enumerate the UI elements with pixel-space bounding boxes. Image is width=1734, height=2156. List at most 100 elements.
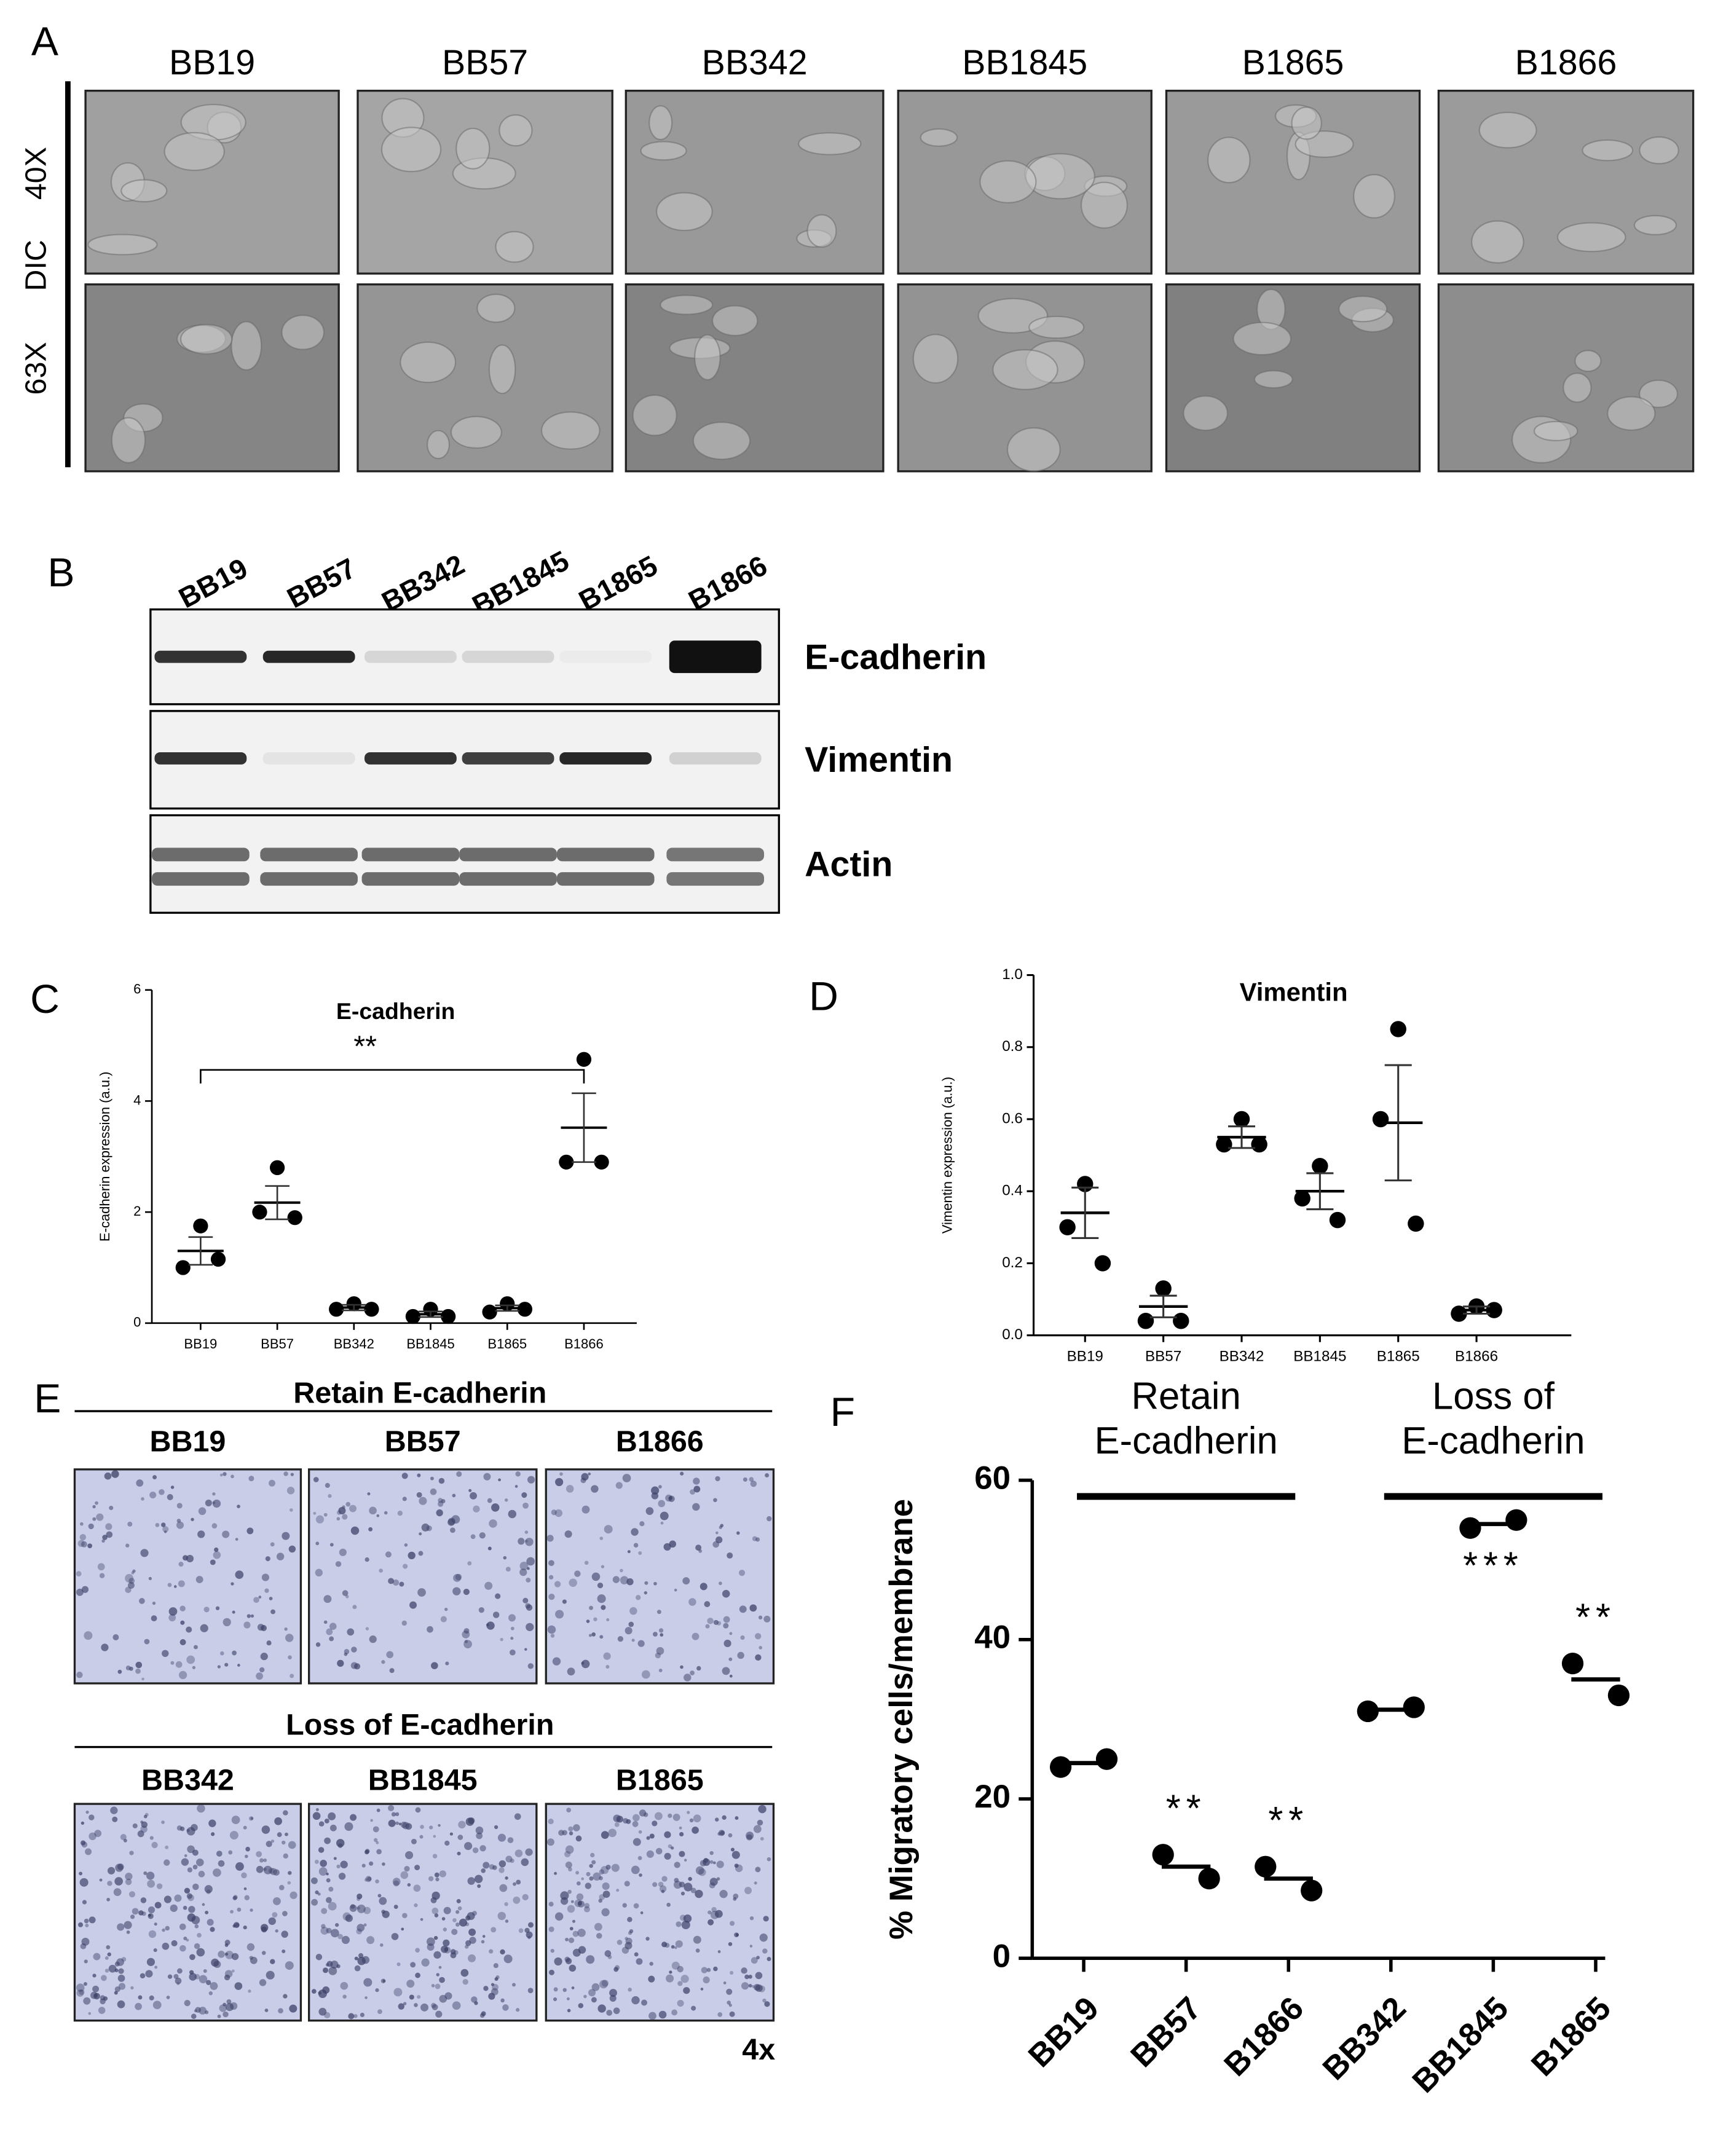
speckle	[625, 1627, 633, 1635]
speckle	[131, 1571, 135, 1575]
speckle	[166, 1996, 170, 1999]
speckle	[111, 1470, 119, 1478]
speckle	[622, 1474, 631, 1482]
speckle	[167, 1583, 172, 1587]
speckle	[483, 1862, 490, 1869]
speckle	[194, 1645, 198, 1650]
x-tick-label: B1866	[564, 1336, 604, 1351]
column-header: BB1845	[962, 43, 1087, 82]
speckle	[140, 1549, 149, 1557]
speckle	[326, 1927, 332, 1934]
speckle	[477, 1884, 481, 1888]
speckle	[391, 1812, 396, 1817]
speckle	[734, 1863, 739, 1868]
data-point	[1372, 1111, 1389, 1128]
speckle	[426, 1937, 435, 1946]
speckle	[365, 1876, 372, 1883]
speckle	[369, 1506, 377, 1515]
x-tick-label: BB57	[261, 1336, 294, 1351]
speckle	[599, 1876, 603, 1881]
speckle	[524, 1648, 527, 1651]
speckle	[186, 1655, 195, 1664]
group-title: Loss of E-cadherin	[286, 1708, 554, 1741]
speckle	[680, 1665, 684, 1669]
speckle	[330, 1929, 339, 1938]
cell	[1574, 350, 1602, 372]
speckle	[135, 1668, 141, 1674]
cell	[111, 417, 146, 463]
speckle	[551, 1509, 557, 1516]
speckle	[499, 1867, 505, 1873]
speckle	[393, 1988, 403, 1997]
speckle	[231, 1969, 235, 1973]
speckle	[462, 1630, 470, 1639]
speckle	[559, 1472, 563, 1476]
speckle	[664, 1831, 671, 1838]
speckle	[76, 1983, 85, 1992]
speckle	[499, 1860, 506, 1868]
speckle	[229, 1831, 238, 1840]
speckle	[524, 1540, 528, 1543]
speckle	[666, 1974, 674, 1983]
cell	[1639, 136, 1679, 165]
speckle	[613, 2007, 620, 2015]
speckle	[395, 1812, 400, 1816]
speckle	[400, 1871, 409, 1879]
speckle	[436, 1973, 439, 1977]
speckle	[525, 1603, 531, 1609]
speckle	[266, 1970, 275, 1980]
speckle	[132, 1823, 138, 1828]
speckle	[474, 1875, 483, 1883]
speckle	[207, 1919, 214, 1926]
speckle	[84, 1631, 93, 1640]
speckle	[283, 1810, 288, 1816]
speckle	[584, 1903, 590, 1909]
speckle	[715, 1536, 723, 1544]
cell	[164, 132, 225, 171]
speckle	[98, 2007, 106, 2014]
magnification: 4x	[742, 2033, 775, 2066]
speckle	[758, 1615, 763, 1619]
blot	[149, 710, 780, 810]
speckle	[337, 1843, 343, 1849]
speckle	[468, 1489, 472, 1492]
speckle	[206, 1889, 211, 1894]
speckle	[616, 1889, 620, 1892]
speckle	[77, 1540, 85, 1547]
speckle	[268, 1917, 276, 1926]
data-point	[1312, 1157, 1328, 1174]
speckle	[577, 1929, 586, 1937]
speckle	[194, 1924, 199, 1929]
speckle	[93, 1953, 101, 1961]
speckle	[337, 1934, 343, 1940]
speckle	[210, 1559, 216, 1565]
speckle	[706, 1968, 711, 1972]
speckle	[688, 1598, 696, 1606]
speckle	[707, 1919, 714, 1926]
speckle	[470, 1534, 476, 1540]
speckle	[210, 1927, 215, 1932]
line-label: BB19	[149, 1425, 226, 1458]
speckle	[392, 1579, 400, 1586]
speckle	[691, 2005, 696, 2011]
speckle	[275, 1929, 278, 1933]
speckle	[674, 1862, 680, 1868]
speckle	[336, 1517, 341, 1521]
speckle	[310, 1877, 318, 1884]
speckle	[455, 1573, 462, 1581]
speckle	[197, 1804, 205, 1813]
speckle	[388, 1804, 395, 1812]
speckle	[491, 1927, 497, 1933]
speckle	[652, 1820, 658, 1827]
speckle	[456, 1898, 461, 1903]
speckle	[337, 1659, 344, 1667]
speckle	[443, 1927, 447, 1932]
speckle	[722, 1589, 730, 1598]
speckle	[128, 1891, 135, 1898]
speckle	[629, 1929, 634, 1934]
speckle	[199, 1975, 208, 1984]
speckle	[326, 1628, 333, 1635]
speckle	[584, 1560, 589, 1565]
speckle	[342, 1994, 347, 1999]
speckle	[345, 1595, 349, 1599]
